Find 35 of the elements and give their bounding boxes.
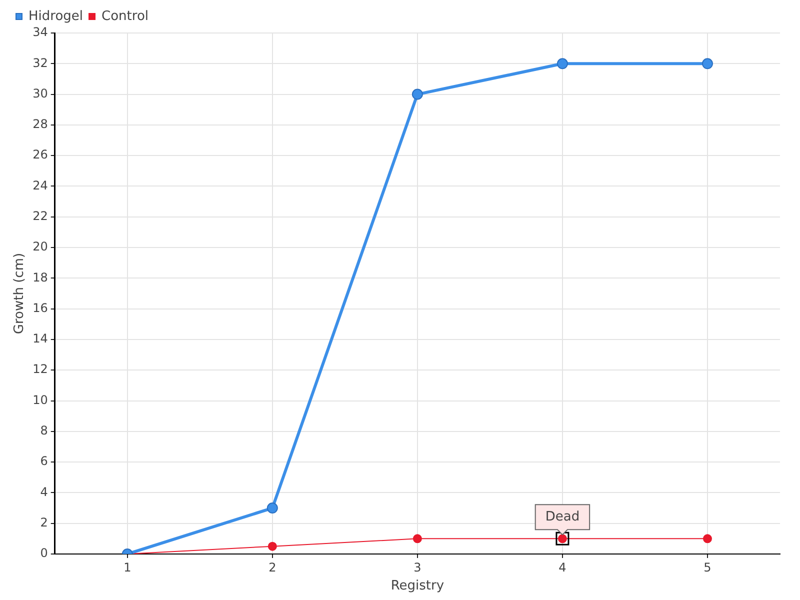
y-tick-label: 24	[32, 178, 48, 192]
y-tick-label: 8	[40, 424, 48, 438]
x-tick-label: 5	[704, 560, 712, 574]
annotation: Dead	[545, 510, 580, 525]
y-tick-label: 2	[40, 515, 48, 530]
y-tick-label: 0	[40, 546, 48, 560]
y-tick-label: 22	[32, 209, 48, 224]
point	[412, 534, 422, 544]
x-tick-label: 3	[414, 560, 422, 574]
y-tick-label: 26	[32, 148, 48, 162]
x-tick-label: 4	[558, 560, 566, 574]
legend-label: Control	[102, 8, 149, 24]
y-tick-label: 16	[32, 300, 48, 315]
y-tick-label: 32	[32, 56, 48, 70]
y-tick-label: 12	[32, 362, 48, 376]
legend-label: Hidrogel	[28, 8, 84, 24]
point	[266, 502, 278, 514]
y-tick-label: 14	[32, 332, 48, 346]
x-tick-label: 1	[124, 560, 132, 574]
point	[268, 542, 277, 551]
y-tick-label: 10	[32, 392, 48, 407]
y-tick-label: 18	[32, 270, 48, 284]
y-tick-label: 30	[32, 86, 48, 100]
point	[702, 58, 713, 70]
y-axis-title: Growth (cm)	[12, 252, 28, 334]
point	[702, 534, 712, 544]
y-tick-label: 28	[32, 117, 48, 132]
y-tick-label: 20	[32, 240, 48, 254]
x-axis-title: Registry	[390, 578, 444, 594]
x-tick-label: 2	[268, 560, 276, 574]
y-tick-label: 34	[32, 25, 48, 40]
point	[412, 88, 423, 100]
y-tick-label: 6	[40, 454, 48, 468]
point	[556, 58, 568, 70]
y-tick-label: 4	[40, 484, 48, 499]
